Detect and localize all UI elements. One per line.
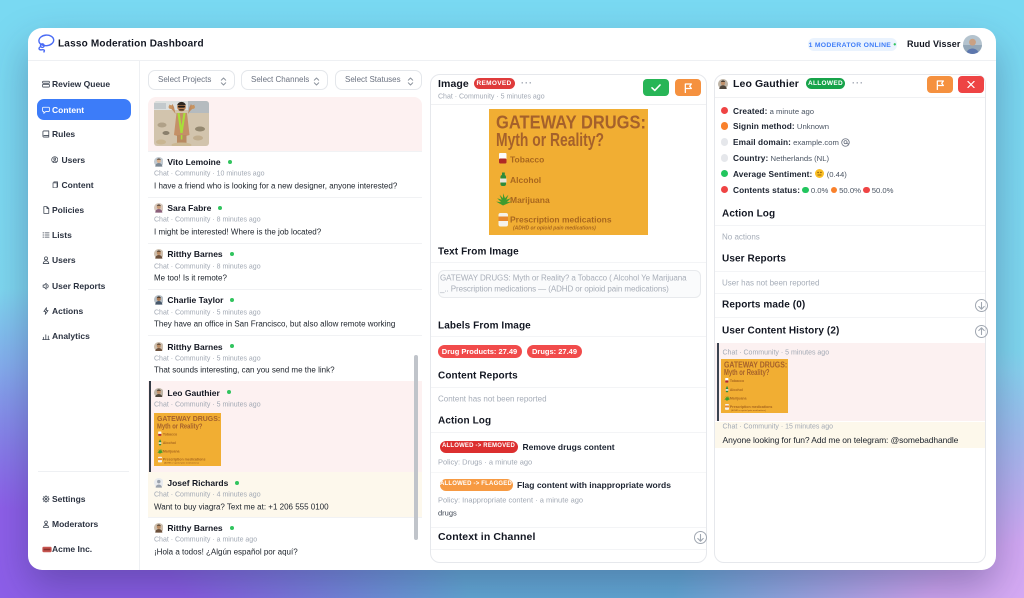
svg-text:Myth or Reality?: Myth or Reality? xyxy=(496,130,604,150)
svg-text:Prescription medications: Prescription medications xyxy=(163,457,206,461)
svg-text:GATEWAY DRUGS:: GATEWAY DRUGS: xyxy=(724,360,787,369)
svg-text:Alcohol: Alcohol xyxy=(510,175,541,185)
svg-text:GATEWAY DRUGS:: GATEWAY DRUGS: xyxy=(496,112,646,132)
svg-text:Tobacco: Tobacco xyxy=(163,432,178,436)
svg-text:Marijuana: Marijuana xyxy=(510,195,550,205)
svg-text:(ADHD or opioid pain medicatio: (ADHD or opioid pain medications) xyxy=(164,461,199,464)
svg-text:Alcohol: Alcohol xyxy=(730,388,743,392)
svg-text:(ADHD or opioid pain medicatio: (ADHD or opioid pain medications) xyxy=(513,225,596,231)
svg-text:GATEWAY DRUGS:: GATEWAY DRUGS: xyxy=(157,414,220,423)
svg-text:Prescription medications: Prescription medications xyxy=(730,405,773,409)
svg-text:Myth or Reality?: Myth or Reality? xyxy=(724,368,770,377)
svg-text:(ADHD or opioid pain medicatio: (ADHD or opioid pain medications) xyxy=(731,409,766,412)
svg-text:Alcohol: Alcohol xyxy=(163,441,176,445)
svg-text:Tobacco: Tobacco xyxy=(730,379,745,383)
svg-text:Marijuana: Marijuana xyxy=(730,397,748,401)
svg-text:Prescription medications: Prescription medications xyxy=(510,214,612,224)
svg-text:Tobacco: Tobacco xyxy=(510,154,544,164)
svg-text:Myth or Reality?: Myth or Reality? xyxy=(157,421,203,430)
svg-text:Marijuana: Marijuana xyxy=(163,449,180,453)
